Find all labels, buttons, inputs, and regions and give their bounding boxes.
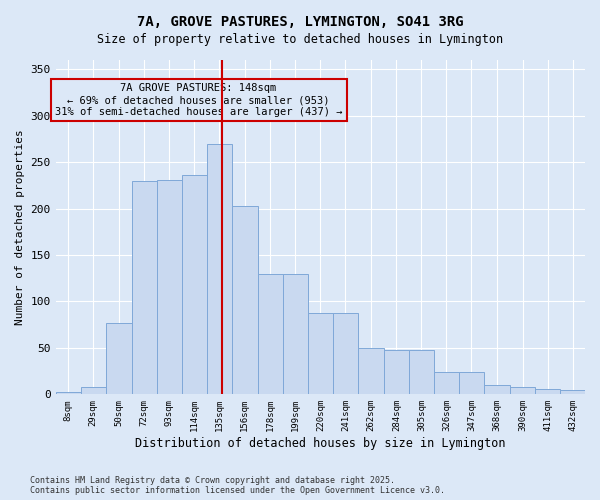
Bar [157, 180, 182, 394]
Bar [182, 175, 207, 394]
Bar [308, 312, 333, 394]
Text: 7A, GROVE PASTURES, LYMINGTON, SO41 3RG: 7A, GROVE PASTURES, LYMINGTON, SO41 3RG [137, 15, 463, 29]
Bar [535, 389, 560, 394]
Bar [106, 323, 132, 394]
Bar [434, 372, 459, 394]
X-axis label: Distribution of detached houses by size in Lymington: Distribution of detached houses by size … [135, 437, 506, 450]
Text: 7A GROVE PASTURES: 148sqm
← 69% of detached houses are smaller (953)
31% of semi: 7A GROVE PASTURES: 148sqm ← 69% of detac… [55, 84, 343, 116]
Bar [132, 180, 157, 394]
Bar [510, 387, 535, 394]
Y-axis label: Number of detached properties: Number of detached properties [15, 130, 25, 325]
Bar [207, 144, 232, 394]
Bar [56, 392, 80, 394]
Bar [358, 348, 384, 395]
Text: Size of property relative to detached houses in Lymington: Size of property relative to detached ho… [97, 32, 503, 46]
Text: Contains HM Land Registry data © Crown copyright and database right 2025.
Contai: Contains HM Land Registry data © Crown c… [30, 476, 445, 495]
Bar [560, 390, 585, 394]
Bar [232, 206, 258, 394]
Bar [484, 385, 510, 394]
Bar [459, 372, 484, 394]
Bar [409, 350, 434, 395]
Bar [384, 350, 409, 395]
Bar [283, 274, 308, 394]
Bar [80, 387, 106, 394]
Bar [258, 274, 283, 394]
Bar [333, 312, 358, 394]
